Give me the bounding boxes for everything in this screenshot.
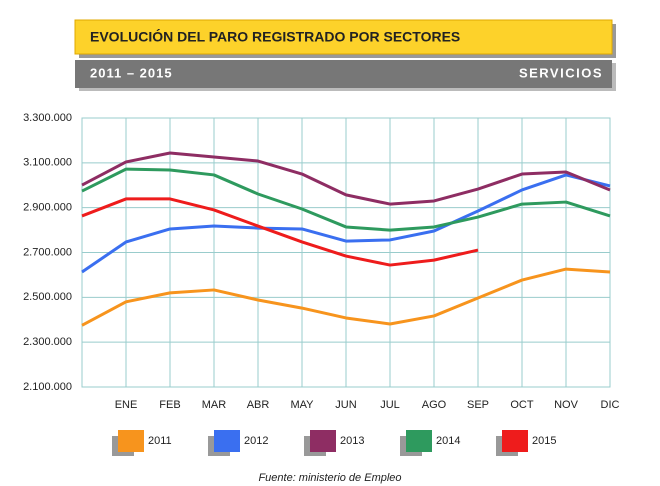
legend-label: 2011 xyxy=(148,435,172,447)
y-tick-label: 2.500.000 xyxy=(23,291,72,303)
y-tick-label: 2.700.000 xyxy=(23,246,72,258)
y-tick-label: 3.100.000 xyxy=(23,157,72,169)
y-tick-label: 2.100.000 xyxy=(23,381,72,393)
line-series xyxy=(81,151,611,206)
legend-swatch xyxy=(406,430,432,452)
x-tick-label: ABR xyxy=(247,399,270,411)
x-tick-label: OCT xyxy=(510,399,534,411)
title-bar xyxy=(74,19,613,55)
subtitle-bar xyxy=(75,60,612,88)
line-series xyxy=(81,267,611,327)
y-tick-label: 2.300.000 xyxy=(23,336,72,348)
y-tick-label: 3.300.000 xyxy=(23,112,72,124)
x-tick-label: JUL xyxy=(380,399,400,411)
x-tick-label: ENE xyxy=(115,399,138,411)
x-tick-label: MAY xyxy=(290,399,314,411)
x-tick-label: SEP xyxy=(467,399,489,411)
sector: SERVICIOS xyxy=(519,65,603,80)
legend-swatch xyxy=(214,430,240,452)
legend-label: 2012 xyxy=(244,435,268,447)
x-tick-label: FEB xyxy=(159,399,180,411)
line-series xyxy=(81,167,611,232)
legend-swatch xyxy=(502,430,528,452)
subtitle: 2011 – 2015 xyxy=(90,65,173,80)
legend-label: 2013 xyxy=(340,435,364,447)
x-tick-label: JUN xyxy=(335,399,356,411)
legend-label: 2014 xyxy=(436,435,460,447)
y-tick-label: 2.900.000 xyxy=(23,202,72,214)
x-tick-label: NOV xyxy=(554,399,579,411)
x-tick-label: DIC xyxy=(601,399,620,411)
legend-swatch xyxy=(118,430,144,452)
line-series xyxy=(81,197,479,267)
legend-label: 2015 xyxy=(532,435,556,447)
legend-swatch xyxy=(310,430,336,452)
line-series xyxy=(81,173,611,274)
source: Fuente: ministerio de Empleo xyxy=(258,472,401,484)
x-tick-label: MAR xyxy=(202,399,227,411)
chart-title: EVOLUCIÓN DEL PARO REGISTRADO POR SECTOR… xyxy=(90,28,460,45)
x-tick-label: AGO xyxy=(422,399,447,411)
